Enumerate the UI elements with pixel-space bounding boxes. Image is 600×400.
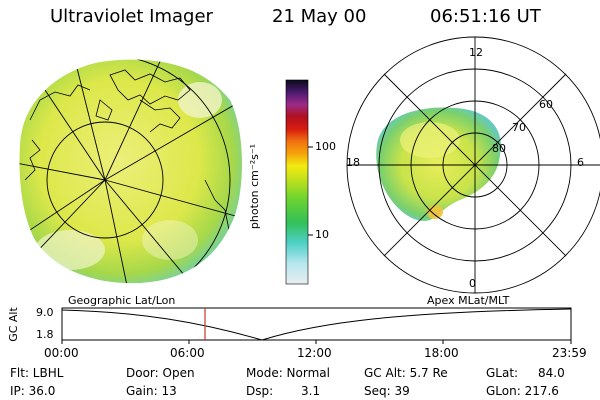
xtick-1200: 12:00 <box>297 346 332 360</box>
ytick-top: 9.0 <box>36 306 54 319</box>
apex-label: Apex MLat/MLT <box>427 294 510 307</box>
timeline-frame <box>61 307 572 341</box>
door-status: Door: Open <box>126 366 195 380</box>
mlat-label-80: 80 <box>492 142 506 155</box>
flt-status: Flt: LBHL <box>10 366 64 380</box>
time-label: 06:51:16 UT <box>430 6 541 27</box>
glat-status: GLat: <box>486 366 519 380</box>
mlat-label-60: 60 <box>539 98 553 111</box>
date-label: 21 May 00 <box>272 6 367 27</box>
mlat-label-70: 70 <box>512 121 526 134</box>
colorbar-label-10: 10 <box>315 228 329 241</box>
colorbar-unit-label: photon cm⁻²s⁻¹ <box>248 143 262 230</box>
mlt-label-12: 12 <box>469 46 483 59</box>
mode-status: Mode: Normal <box>246 366 330 380</box>
ytick-bottom: 1.8 <box>36 328 54 341</box>
timeline-plot <box>61 307 572 344</box>
seq-status: Seq: 39 <box>364 384 410 398</box>
xtick-2359: 23:59 <box>552 346 587 360</box>
xtick-1800: 18:00 <box>424 346 459 360</box>
xtick-0600: 06:00 <box>170 346 205 360</box>
xtick-0000: 00:00 <box>44 346 79 360</box>
geographic-image <box>19 59 242 284</box>
mlt-label-0: 0 <box>469 277 476 290</box>
mlt-label-18: 18 <box>346 156 360 169</box>
glon-status: GLon: 217.6 <box>486 384 559 398</box>
gc-alt-status: GC Alt: 5.7 Re <box>364 366 448 380</box>
mlt-label-6: 6 <box>577 156 584 169</box>
gain-status: Gain: 13 <box>126 384 177 398</box>
glat-value: 84.0 <box>538 366 565 380</box>
colorbar <box>285 79 309 285</box>
ip-status: IP: 36.0 <box>10 384 56 398</box>
polar-plot <box>346 36 600 294</box>
dsp-status: Dsp: <box>246 384 274 398</box>
bright-spot <box>427 205 443 219</box>
altitude-curve <box>61 308 572 341</box>
gc-alt-axis-label: GC Alt <box>6 307 20 342</box>
geographic-label: Geographic Lat/Lon <box>68 294 176 307</box>
colorbar-label-100: 100 <box>315 140 336 153</box>
app-title: Ultraviolet Imager <box>50 6 213 27</box>
dsp-value: 3.1 <box>301 384 321 398</box>
